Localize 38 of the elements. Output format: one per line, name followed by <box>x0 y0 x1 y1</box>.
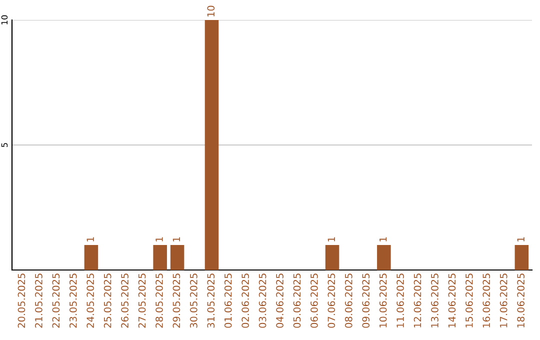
x-tick-label: 05.06.2025 <box>293 274 301 328</box>
data-label: 1 <box>517 237 524 242</box>
x-tick-label: 07.06.2025 <box>328 274 336 328</box>
x-tick-label: 01.06.2025 <box>224 274 232 328</box>
x-tick-label: 08.06.2025 <box>344 274 352 328</box>
x-tick-label: 30.05.2025 <box>190 274 198 328</box>
x-tick-label: 15.06.2025 <box>465 274 473 328</box>
y-tick-label: 5 <box>1 143 8 148</box>
x-tick-label: 12.06.2025 <box>414 274 422 328</box>
x-tick-label: 31.05.2025 <box>207 274 215 328</box>
x-tick-label: 24.05.2025 <box>86 274 94 328</box>
x-tick-label: 13.06.2025 <box>431 274 438 328</box>
x-tick-label: 29.05.2025 <box>172 274 180 328</box>
x-tick-label: 20.05.2025 <box>18 274 26 328</box>
x-tick-label: 25.05.2025 <box>104 274 112 328</box>
x-tick-label: 22.05.2025 <box>52 274 60 328</box>
x-tick-label: 18.06.2025 <box>517 274 524 328</box>
x-tick-label: 26.05.2025 <box>121 274 128 328</box>
data-label: 1 <box>328 237 335 242</box>
data-label: 1 <box>172 237 180 242</box>
x-tick-label: 11.06.2025 <box>396 274 404 328</box>
x-tick-label: 03.06.2025 <box>258 274 266 328</box>
x-tick-label: 14.06.2025 <box>448 274 456 328</box>
x-tick-label: 28.05.2025 <box>156 274 163 328</box>
x-tick-label: 02.06.2025 <box>242 274 249 328</box>
data-label: 1 <box>380 237 387 242</box>
x-tick-label: 09.06.2025 <box>362 274 370 328</box>
x-tick-label: 16.06.2025 <box>482 274 490 328</box>
x-tick-label: 06.06.2025 <box>310 274 318 328</box>
x-tick-label: 10.06.2025 <box>379 274 387 328</box>
x-tick-label: 27.05.2025 <box>138 274 146 328</box>
x-tick-label: 04.06.2025 <box>276 274 284 328</box>
x-tick-label: 21.05.2025 <box>35 274 42 328</box>
data-label: 10 <box>207 6 215 16</box>
x-tick-label: 17.06.2025 <box>500 274 508 328</box>
data-label: 1 <box>156 237 163 242</box>
data-label: 1 <box>86 237 94 242</box>
x-tick-label: 23.05.2025 <box>69 274 77 328</box>
